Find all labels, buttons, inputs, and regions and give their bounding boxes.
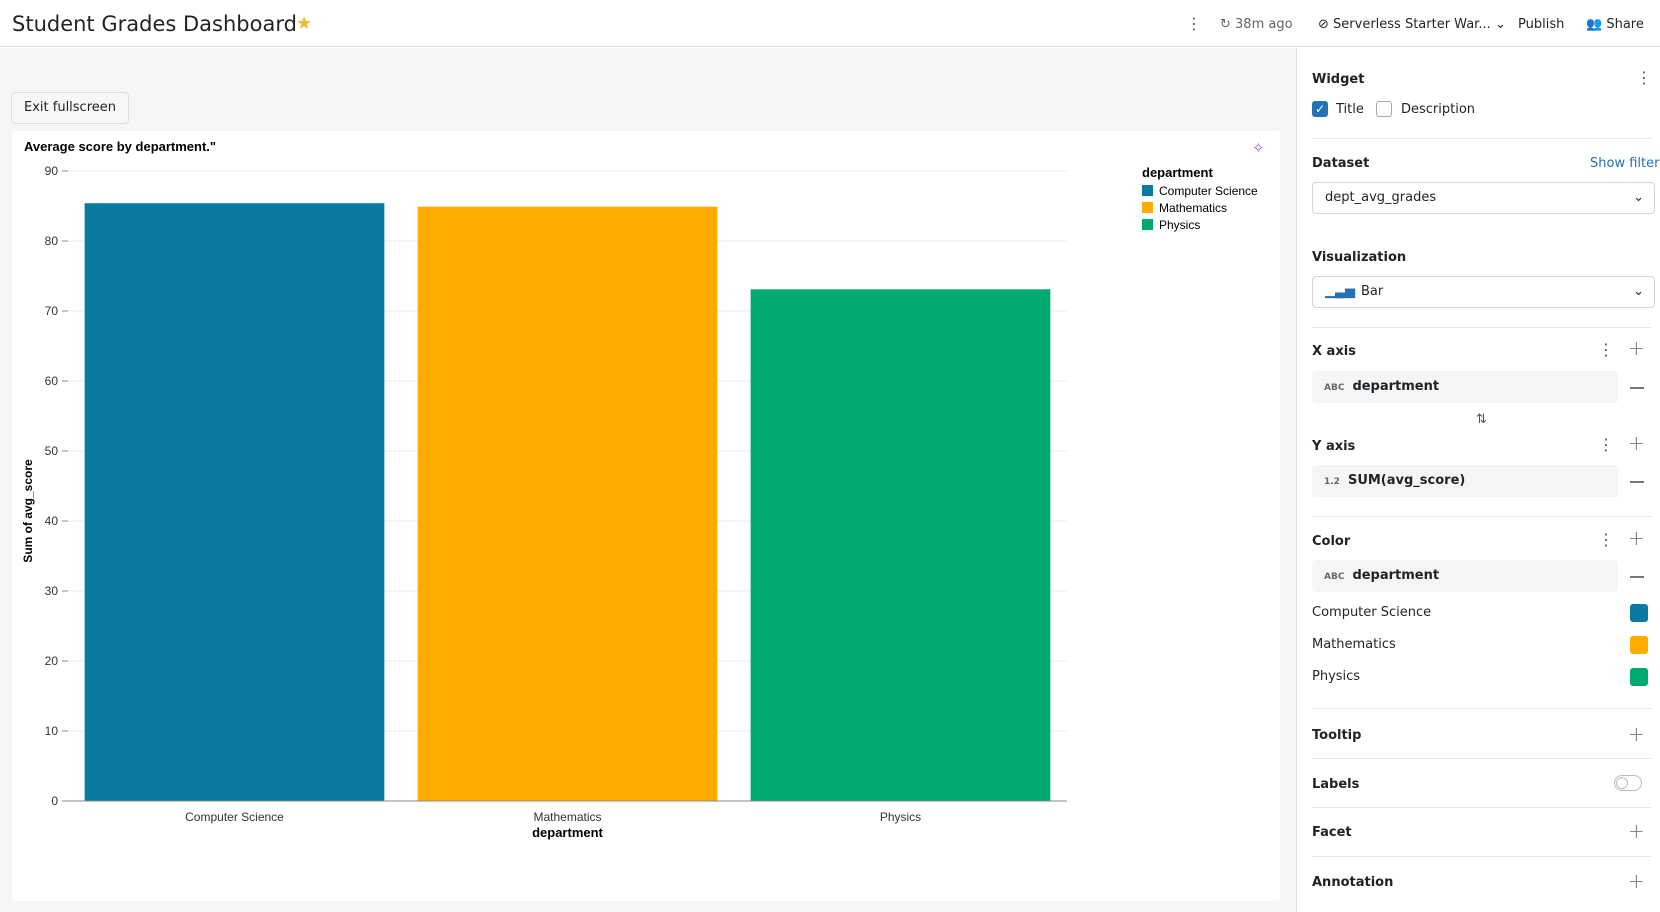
- x-axis-add[interactable]: +: [1628, 336, 1645, 360]
- labels-toggle[interactable]: [1614, 775, 1642, 791]
- warehouse-select[interactable]: ⊘ Serverless Starter War... ⌄: [1318, 17, 1506, 32]
- y-axis-field[interactable]: 1.2 SUM(avg_score): [1312, 465, 1618, 497]
- description-option: Description: [1401, 102, 1476, 117]
- y-axis-heading: Y axis: [1312, 439, 1356, 454]
- color-item: Computer Science: [1312, 605, 1432, 620]
- y-tick-label: 0: [51, 794, 58, 808]
- widget-heading: Widget: [1312, 72, 1365, 87]
- visualization-heading: Visualization: [1312, 250, 1407, 265]
- y-tick-label: 10: [45, 724, 59, 738]
- ai-assist[interactable]: ✧: [1252, 140, 1265, 157]
- field-type: 1.2: [1324, 477, 1340, 487]
- more-menu[interactable]: ⋮: [1186, 14, 1202, 33]
- color-item: Physics: [1312, 669, 1361, 684]
- y-axis-field-name: SUM(avg_score): [1347, 473, 1466, 488]
- color-swatch[interactable]: [1630, 636, 1648, 654]
- dataset-value: dept_avg_grades: [1325, 190, 1437, 205]
- divider: [1312, 807, 1652, 808]
- x-axis-field[interactable]: ABC department: [1312, 371, 1618, 403]
- facet-add[interactable]: +: [1628, 819, 1645, 843]
- chart-title: Average score by department.": [24, 139, 216, 154]
- warehouse-name: Serverless Starter War...: [1333, 17, 1491, 32]
- dataset-select[interactable]: dept_avg_grades ⌄: [1312, 182, 1655, 214]
- share-label: Share: [1606, 17, 1644, 32]
- y-axis-menu[interactable]: ⋮: [1598, 435, 1614, 454]
- color-swatch[interactable]: [1630, 668, 1648, 686]
- field-type: ABC: [1324, 383, 1345, 393]
- share-button[interactable]: 👥 Share: [1586, 17, 1644, 32]
- title-checkbox[interactable]: ✓: [1312, 101, 1328, 117]
- color-swatch[interactable]: [1630, 604, 1648, 622]
- y-tick-label: 60: [45, 374, 59, 388]
- description-checkbox[interactable]: [1376, 101, 1392, 117]
- y-tick-label: 20: [45, 654, 59, 668]
- x-axis-menu[interactable]: ⋮: [1598, 340, 1614, 359]
- x-axis-title: department: [532, 825, 603, 840]
- x-tick-label: Physics: [880, 810, 921, 824]
- tooltip-add[interactable]: +: [1628, 722, 1645, 746]
- swap-axes[interactable]: ⇅: [1476, 412, 1487, 427]
- y-tick-label: 50: [45, 444, 59, 458]
- chart: Average score by department." ✧ Sum of a…: [12, 131, 1280, 901]
- x-axis-field-name: department: [1352, 379, 1440, 394]
- exit-fullscreen-button[interactable]: Exit fullscreen: [11, 92, 130, 124]
- x-axis-remove[interactable]: [1630, 387, 1644, 389]
- legend-label: Mathematics: [1159, 201, 1227, 215]
- refresh[interactable]: ↻ 38m ago: [1220, 17, 1293, 32]
- annotation-heading: Annotation: [1312, 875, 1394, 890]
- y-tick-label: 30: [45, 584, 59, 598]
- y-axis-title: Sum of avg_score: [21, 459, 35, 563]
- annotation-add[interactable]: +: [1628, 869, 1645, 893]
- x-axis-heading: X axis: [1312, 344, 1356, 359]
- show-filters-link[interactable]: Show filters: [1590, 156, 1660, 171]
- favorite-star[interactable]: ★: [296, 13, 313, 34]
- legend-label: Physics: [1159, 218, 1200, 232]
- dataset-heading: Dataset: [1312, 156, 1370, 171]
- legend-title: department: [1142, 165, 1213, 180]
- divider: [1312, 708, 1652, 709]
- visualization-value: Bar: [1361, 284, 1384, 299]
- color-item: Mathematics: [1312, 637, 1396, 652]
- title-option: Title: [1336, 102, 1364, 117]
- widget-menu[interactable]: ⋮: [1636, 68, 1652, 87]
- y-tick-label: 80: [45, 234, 59, 248]
- visualization-select[interactable]: ▁▃▅ Bar ⌄: [1312, 276, 1655, 308]
- color-heading: Color: [1312, 534, 1351, 549]
- bar: [417, 206, 718, 801]
- color-field[interactable]: ABC department: [1312, 560, 1618, 592]
- field-type: ABC: [1324, 572, 1345, 582]
- divider: [1312, 327, 1652, 328]
- bar: [84, 203, 385, 801]
- y-axis-remove[interactable]: [1630, 481, 1644, 483]
- header: Student Grades Dashboard ★ ⋮ ↻ 38m ago ⊘…: [0, 0, 1660, 47]
- legend-swatch: [1142, 219, 1153, 230]
- divider: [1312, 138, 1652, 139]
- tooltip-heading: Tooltip: [1312, 728, 1362, 743]
- color-field-name: department: [1352, 568, 1440, 583]
- x-tick-label: Mathematics: [533, 810, 601, 824]
- bar: [750, 289, 1051, 801]
- divider: [1312, 758, 1652, 759]
- legend-label: Computer Science: [1159, 184, 1258, 198]
- publish-button[interactable]: Publish: [1518, 17, 1565, 32]
- refresh-time: 38m ago: [1235, 17, 1293, 32]
- y-tick-label: 90: [45, 164, 59, 178]
- y-axis-add[interactable]: +: [1628, 431, 1645, 455]
- y-tick-label: 40: [45, 514, 59, 528]
- labels-heading: Labels: [1312, 777, 1360, 792]
- facet-heading: Facet: [1312, 825, 1352, 840]
- y-tick-label: 70: [45, 304, 59, 318]
- dashboard-title: Student Grades Dashboard: [12, 12, 297, 36]
- color-menu[interactable]: ⋮: [1598, 530, 1614, 549]
- x-tick-label: Computer Science: [185, 810, 284, 824]
- legend-swatch: [1142, 202, 1153, 213]
- divider: [1312, 516, 1652, 517]
- color-add[interactable]: +: [1628, 526, 1645, 550]
- divider: [1312, 856, 1652, 857]
- legend-swatch: [1142, 185, 1153, 196]
- color-remove[interactable]: [1630, 576, 1644, 578]
